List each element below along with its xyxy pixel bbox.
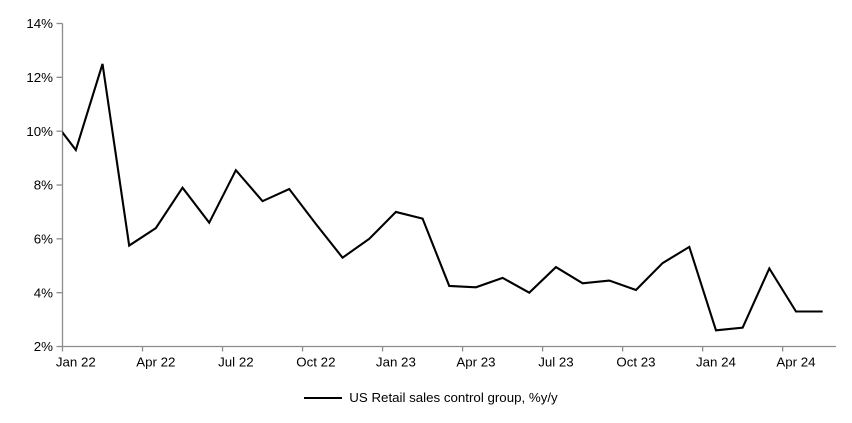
x-tick-label: Oct 23 [616,355,655,370]
x-tick-label: Oct 22 [296,355,335,370]
series-line-retail-control-group [62,63,823,332]
x-tick-label: Jul 23 [538,355,573,370]
legend-line-swatch [304,396,343,399]
y-tick-label: 2% [34,339,53,354]
y-tick-label: 8% [34,178,53,193]
x-tick-label: Jan 24 [696,355,736,370]
x-tick-label: Apr 24 [776,355,815,370]
y-tick-label: 12% [26,70,53,85]
y-tick-label: 4% [34,285,53,300]
y-tick-label: 10% [26,124,53,139]
x-tick-label: Jan 23 [376,355,416,370]
legend-series-label: US Retail sales control group, %y/y [349,390,558,405]
x-tick-label: Jul 22 [218,355,253,370]
chart-legend: US Retail sales control group, %y/y [0,390,852,405]
y-tick-label: 6% [34,231,53,246]
y-tick-label: 14% [26,16,53,31]
x-tick-label: Apr 22 [136,355,175,370]
x-tick-label: Apr 23 [456,355,495,370]
x-tick-label: Jan 22 [56,355,96,370]
line-chart-plot: 2% 4% 6% 8% 10% 12% 14% Jan 22 Apr 22 Jul 22 Oct 2… [26,16,836,370]
